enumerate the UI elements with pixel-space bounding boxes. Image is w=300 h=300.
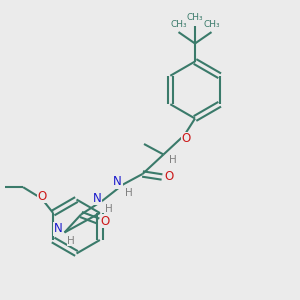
Text: H: H [105,204,112,214]
Text: O: O [100,214,109,228]
Text: H: H [67,236,75,246]
Text: N: N [93,191,102,205]
Text: N: N [113,175,122,188]
Text: CH₃: CH₃ [187,13,203,22]
Text: CH₃: CH₃ [203,20,220,29]
Text: CH₃: CH₃ [170,20,187,29]
Text: H: H [125,188,133,198]
Text: O: O [164,170,173,184]
Text: O: O [182,132,190,146]
Text: O: O [38,190,47,203]
Text: H: H [169,155,177,165]
Text: N: N [53,222,62,236]
